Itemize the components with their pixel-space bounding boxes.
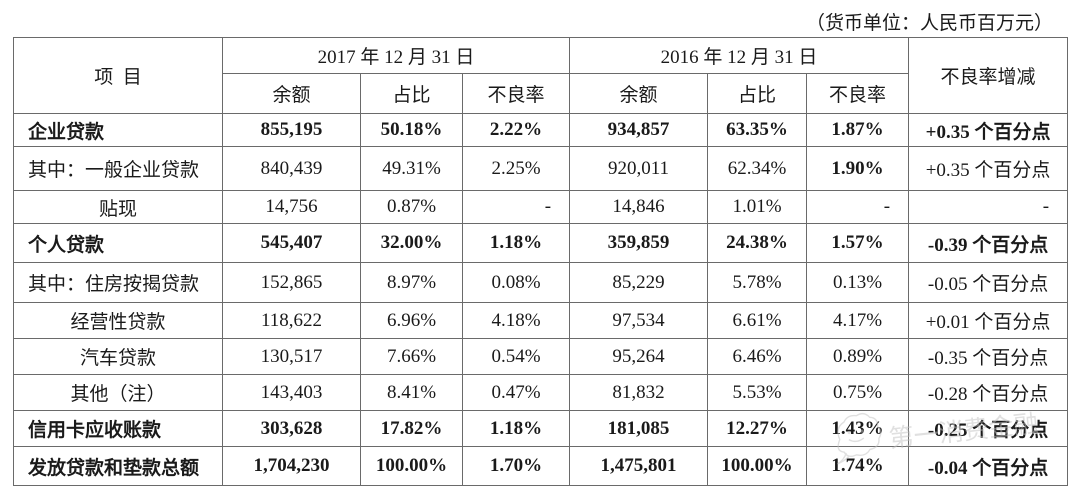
svg-text:第一消费金融: 第一消费金融 [888, 410, 1040, 454]
